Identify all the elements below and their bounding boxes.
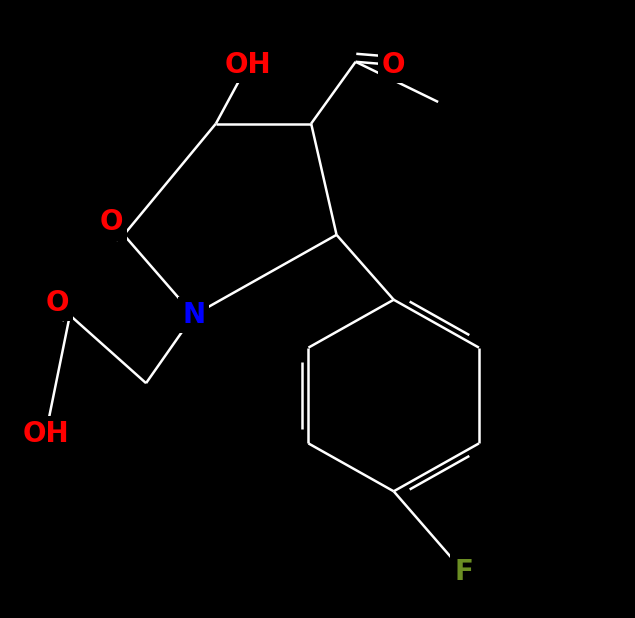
Text: O: O bbox=[99, 208, 123, 237]
Text: N: N bbox=[182, 301, 205, 329]
Text: O: O bbox=[45, 289, 69, 317]
Text: OH: OH bbox=[224, 51, 271, 79]
Text: F: F bbox=[454, 557, 473, 586]
Text: OH: OH bbox=[22, 420, 69, 448]
Text: O: O bbox=[382, 51, 406, 79]
